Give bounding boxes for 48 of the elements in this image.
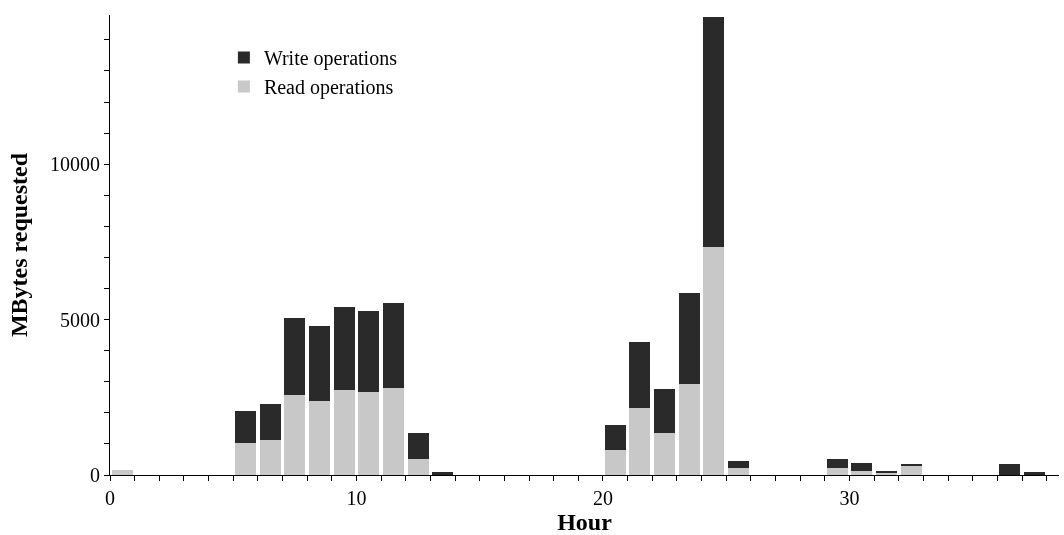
bar — [629, 342, 650, 408]
bar — [408, 459, 429, 475]
bar — [358, 311, 379, 392]
bar — [901, 466, 922, 475]
bar — [284, 395, 305, 475]
bar — [679, 384, 700, 475]
bar — [260, 404, 281, 440]
bar — [999, 464, 1020, 475]
bar — [703, 17, 724, 247]
bar — [284, 318, 305, 395]
bar — [827, 459, 848, 468]
bar — [827, 468, 848, 475]
y-tick-label: 0 — [90, 464, 100, 486]
x-tick-label: 20 — [592, 487, 613, 509]
x-axis-title: Hour — [557, 509, 613, 535]
bar — [334, 307, 355, 390]
bar — [728, 461, 749, 468]
legend-label: Read operations — [263, 76, 394, 100]
y-tick-label: 10000 — [50, 153, 100, 176]
bar — [383, 388, 404, 475]
bar — [383, 303, 404, 388]
x-tick-label: 10 — [346, 487, 367, 509]
bar — [408, 433, 429, 459]
bar — [1024, 472, 1045, 475]
bar — [654, 433, 675, 475]
bar — [235, 443, 256, 475]
y-axis-title: MBytes requested — [6, 152, 33, 338]
x-tick-label: 0 — [105, 487, 115, 509]
y-tick-label: 5000 — [60, 308, 100, 331]
x-tick-label: 30 — [839, 487, 860, 509]
bar — [605, 425, 626, 450]
bar — [679, 293, 700, 384]
bar — [605, 450, 626, 475]
bar — [851, 471, 872, 475]
bar — [334, 390, 355, 475]
bar — [112, 470, 133, 475]
bar — [432, 472, 453, 475]
bar — [629, 408, 650, 475]
bar — [358, 392, 379, 475]
bar — [851, 463, 872, 471]
bar — [728, 468, 749, 475]
bar — [260, 440, 281, 475]
bar — [309, 326, 330, 401]
bar — [703, 247, 724, 475]
bar — [309, 401, 330, 475]
legend-label: Write operations — [263, 47, 398, 71]
bar — [235, 411, 256, 443]
bar — [654, 389, 675, 433]
